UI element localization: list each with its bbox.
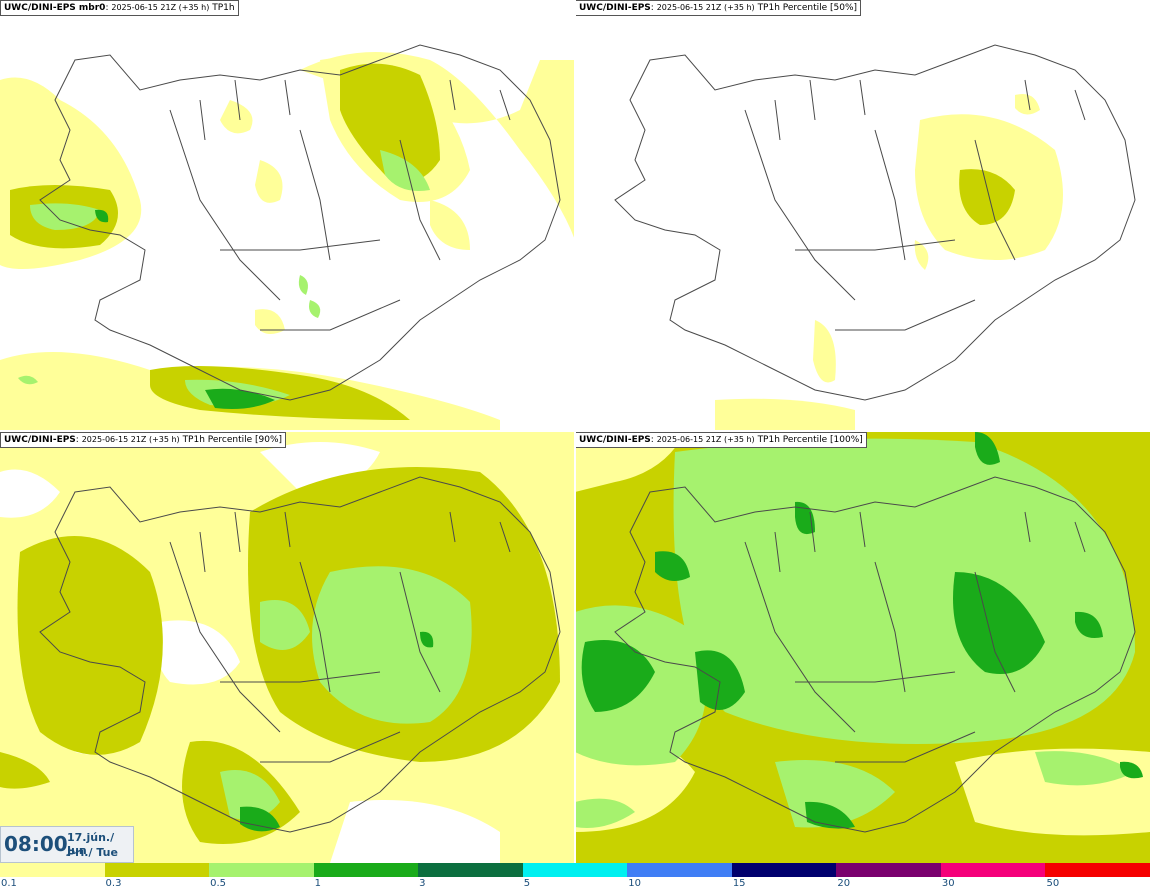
legend-swatch	[522, 863, 628, 877]
product-name: TP1h	[212, 3, 235, 13]
valid-time: 08:00	[4, 832, 68, 856]
model-name: UWC/DINI-EPS	[579, 435, 651, 445]
run-info: 2025-06-15 21Z (+35 h)	[656, 3, 755, 12]
valid-time-box: 08:00 17.jún./ Jun Þri./ Tue	[0, 826, 134, 863]
map-panel-p50: UWC/DINI-EPS: 2025-06-15 21Z (+35 h) TP1…	[575, 0, 1150, 431]
valid-date: 17.jún./ Jun	[67, 831, 115, 857]
legend-swatch	[104, 863, 210, 877]
legend-label: 5	[523, 878, 531, 889]
legend-label: 20	[837, 878, 851, 889]
product-name: TP1h Percentile [100%]	[757, 435, 863, 445]
legend-label: 50	[1046, 878, 1060, 889]
legend-swatch	[209, 863, 315, 877]
coastline	[39, 44, 561, 401]
run-info: 2025-06-15 21Z (+35 h)	[81, 435, 180, 444]
precip-field	[575, 432, 1150, 836]
precip-field	[0, 442, 560, 863]
legend-label: 15	[732, 878, 746, 889]
coastline	[614, 44, 1136, 401]
panel-title: UWC/DINI-EPS: 2025-06-15 21Z (+35 h) TP1…	[0, 432, 287, 448]
valid-weekday: Þri./ Tue	[67, 846, 118, 859]
map-panel-p90: UWC/DINI-EPS: 2025-06-15 21Z (+35 h) TP1…	[0, 432, 575, 863]
legend-label: 0.3	[105, 878, 122, 889]
precip-map-p50	[614, 44, 1136, 431]
legend-label: 1	[314, 878, 321, 889]
legend-swatch	[731, 863, 837, 877]
legend-swatch	[940, 863, 1046, 877]
panel-title: UWC/DINI-EPS mbr0: 2025-06-15 21Z (+35 h…	[0, 0, 239, 16]
run-info: 2025-06-15 21Z (+35 h)	[111, 3, 210, 12]
model-name: UWC/DINI-EPS mbr0	[4, 3, 106, 13]
run-info: 2025-06-15 21Z (+35 h)	[656, 435, 755, 444]
legend-label: 0.5	[210, 878, 226, 889]
legend-swatch	[313, 863, 419, 877]
legend-label: 10	[628, 878, 641, 889]
model-name: UWC/DINI-EPS	[4, 435, 76, 445]
precip-map-p90	[0, 432, 575, 863]
precip-field	[715, 94, 1063, 431]
legend-swatch	[418, 863, 524, 877]
panel-divider-horizontal	[0, 430, 1150, 432]
coastline	[614, 476, 1136, 833]
coastline	[39, 476, 561, 833]
model-name: UWC/DINI-EPS	[579, 3, 651, 13]
legend-label: 30	[941, 878, 955, 889]
legend-swatch	[0, 863, 105, 877]
legend-label: 0.1	[1, 878, 17, 889]
legend-swatch	[836, 863, 942, 877]
precip-map-member0	[0, 44, 575, 431]
product-name: TP1h Percentile [90%]	[182, 435, 283, 445]
panel-title: UWC/DINI-EPS: 2025-06-15 21Z (+35 h) TP1…	[575, 432, 867, 448]
map-panel-member0: UWC/DINI-EPS mbr0: 2025-06-15 21Z (+35 h…	[0, 0, 575, 431]
product-name: TP1h Percentile [50%]	[757, 3, 858, 13]
color-legend: 0.1 0.3 0.5 1 3 5 10 15 20 30 50	[0, 863, 1150, 891]
precip-map-p100	[575, 432, 1150, 863]
legend-swatch	[627, 863, 733, 877]
map-panel-p100: UWC/DINI-EPS: 2025-06-15 21Z (+35 h) TP1…	[575, 432, 1150, 863]
legend-swatch	[1045, 863, 1150, 877]
panel-title: UWC/DINI-EPS: 2025-06-15 21Z (+35 h) TP1…	[575, 0, 862, 16]
legend-label: 3	[419, 878, 426, 889]
precip-field	[0, 52, 575, 431]
